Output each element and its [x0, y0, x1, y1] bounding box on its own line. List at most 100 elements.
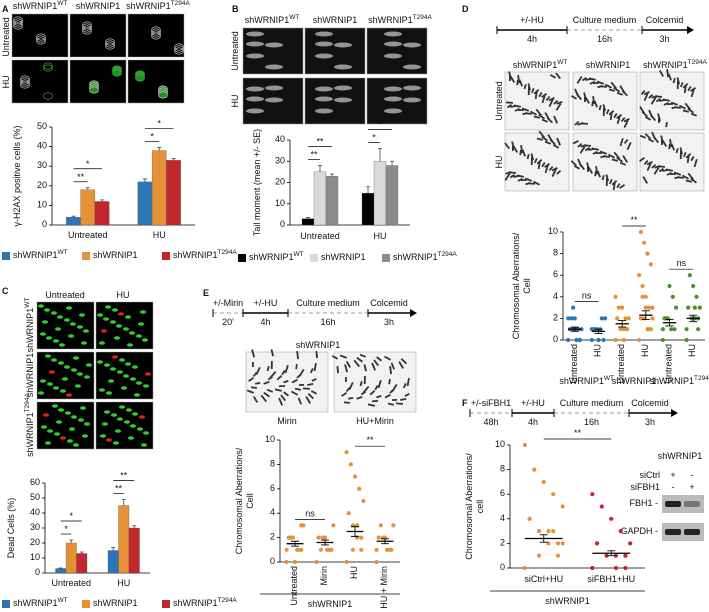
data-point [560, 541, 565, 546]
text-span: 4 [553, 291, 558, 301]
cell [123, 374, 129, 378]
data-point [604, 553, 609, 558]
data-point [615, 316, 620, 321]
chromosome [650, 96, 657, 105]
chromosome [556, 170, 562, 175]
significance-label: ** [574, 428, 582, 438]
text-span: Untreated [494, 81, 504, 121]
data-point [331, 523, 336, 528]
timeline-duration: 4h [528, 417, 538, 427]
data-point [551, 529, 556, 534]
chromosome [584, 147, 591, 152]
cell [49, 370, 55, 374]
comet [315, 108, 333, 114]
error-bar [330, 173, 334, 177]
cell [53, 339, 59, 343]
text-span: shWRNIP1 [559, 376, 604, 386]
superscript: WT [294, 251, 304, 258]
chromosome [353, 359, 360, 368]
micrograph [639, 71, 705, 131]
text-span: shWRNIP1 [612, 376, 657, 386]
chromosome [667, 73, 673, 81]
chromosome [670, 101, 678, 106]
text-span: 0 [35, 567, 40, 577]
y-tick-label: 2 [553, 313, 558, 323]
text-span: Dead Cells (%) [6, 498, 16, 559]
chromosome [673, 171, 681, 176]
error-bar [318, 165, 322, 172]
text-span: shWRNIP1 [393, 252, 438, 262]
text-span: * [86, 159, 90, 169]
chromosome [574, 120, 580, 126]
comet [384, 96, 402, 102]
chromosome [616, 91, 623, 96]
text-span: 10 [30, 552, 40, 562]
nucleus [135, 74, 145, 82]
text-span: shWRNIP1 [173, 250, 218, 260]
data-point [599, 316, 604, 321]
chromosome [690, 112, 697, 117]
text-span: ** [120, 471, 128, 481]
cell [106, 438, 112, 442]
sem-bar [618, 320, 627, 328]
chromosome [666, 172, 672, 176]
blot-band [665, 529, 681, 535]
error-bar [366, 186, 370, 194]
text-span: 6 [500, 489, 505, 499]
text-span: Chromosomal Aberrations/ [464, 453, 474, 560]
legend-label: shWRNIP1 [93, 250, 138, 260]
data-point [391, 523, 396, 528]
row-label: Untreated [230, 31, 240, 71]
text-span: Untreated [300, 231, 340, 241]
y-tick-label: 10 [30, 552, 40, 562]
text-span: + [689, 482, 694, 492]
chromosome [521, 149, 526, 157]
text-span: siCtrl+HU [524, 574, 563, 584]
comet [334, 85, 352, 91]
data-point [667, 283, 672, 289]
text-span: 40 [37, 141, 47, 151]
chromosome [392, 399, 398, 401]
bar [66, 217, 81, 226]
data-point [374, 547, 379, 552]
data-point [359, 547, 364, 552]
cell [55, 327, 61, 331]
data-point [603, 316, 608, 321]
cell [60, 436, 66, 440]
data-point [352, 474, 358, 479]
text-span: ** [574, 428, 582, 438]
nucleus [112, 69, 122, 77]
data-point [292, 559, 298, 565]
chromosome [313, 363, 317, 372]
data-point [284, 559, 289, 565]
data-point [628, 541, 633, 546]
chromosome [580, 144, 587, 148]
legend-swatch [162, 252, 170, 260]
row-label: shWRNIP1WT [24, 298, 36, 353]
y-tick-label: 2 [270, 532, 275, 542]
data-point [344, 450, 349, 455]
y-axis-title: γ-H2AX positive cells (%) [12, 125, 22, 226]
text-span: shWRNIP1 [13, 250, 58, 260]
cell [77, 325, 83, 329]
cell [113, 441, 119, 445]
chromosome [331, 355, 338, 360]
bar [65, 542, 77, 574]
sem-bar [665, 319, 674, 327]
chromosome [551, 169, 557, 178]
nucleus [151, 28, 161, 36]
significance-label: * [150, 132, 154, 142]
text-span: Untreated [569, 344, 579, 384]
bar [118, 505, 130, 574]
chromosome [657, 113, 661, 122]
column-label: shWRNIP1 [586, 60, 631, 70]
cell [62, 377, 68, 381]
y-tick-label: 20 [37, 180, 47, 190]
y-tick-label: 10 [37, 200, 47, 210]
text-span: Cell [522, 278, 532, 294]
micrograph [127, 59, 185, 104]
data-point [650, 316, 655, 321]
chromosome [693, 159, 698, 168]
text-span: Tail moment (mean +/- SE) [252, 129, 262, 236]
chromosome [252, 395, 258, 403]
